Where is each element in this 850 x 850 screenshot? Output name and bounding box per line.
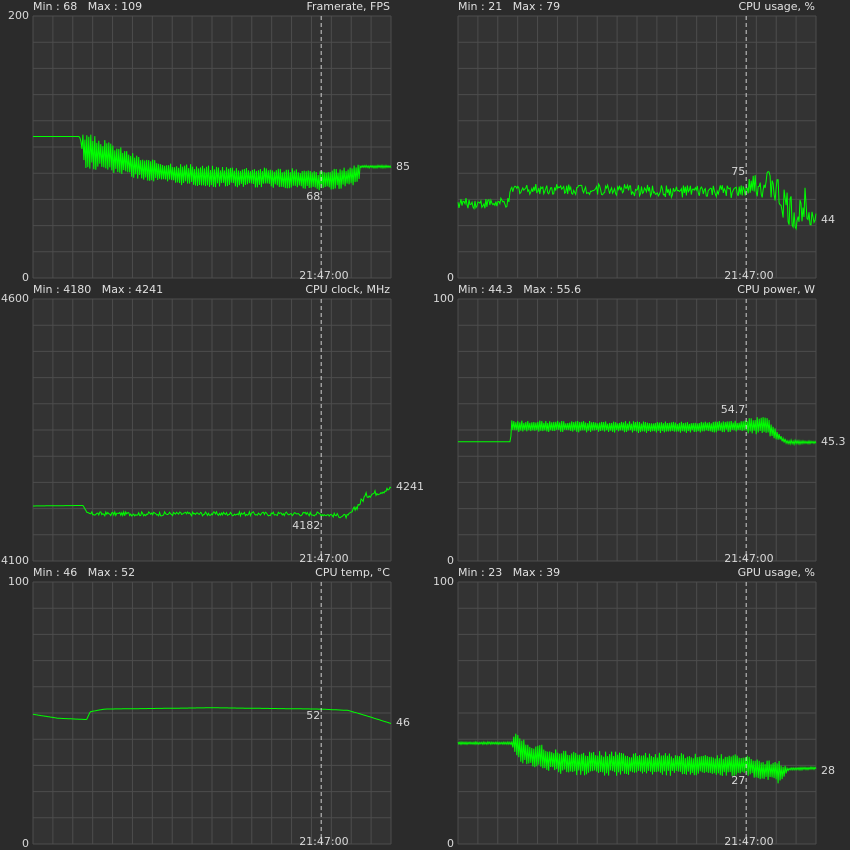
series-line [33,486,392,520]
current-value-label: 28 [821,763,835,777]
series-line [33,134,392,191]
y-axis-max-label: 100 [433,575,454,588]
time-marker-label: 21:47:00 [299,269,349,282]
graph-min-max: Min : 68 Max : 109 [33,0,142,14]
graph-plot [32,581,392,845]
graph-plot [32,15,392,279]
graph-min-max: Min : 46 Max : 52 [33,566,135,580]
graph-header-gap [513,283,524,296]
graph-panel: Min : 4180 Max : 4241 CPU clock, MHz 4600 4… [0,283,425,567]
graph-title: CPU temp, °C [315,566,390,579]
marker-value-label: 75 [731,164,746,178]
graph-panel: Min : 21 Max : 79 CPU usage, % 0 21:47:00 75… [425,0,850,284]
y-axis-max-label: 100 [8,575,29,588]
y-axis-min-label: 0 [447,271,454,284]
graph-plot [32,298,392,562]
current-value-label: 45.3 [821,435,846,449]
graph-plot [457,581,817,845]
graph-max-label: Max : 109 [87,0,143,13]
marker-value-label: 27 [731,774,746,788]
marker-value-label: 52 [306,708,321,722]
graph-min-max: Min : 4180 Max : 4241 [33,283,163,297]
y-axis-min-label: 0 [447,837,454,850]
y-axis-min-label: 0 [447,554,454,567]
graph-min-label: Min : 4180 [33,283,92,296]
series-line [458,417,817,447]
y-axis-min-label: 0 [22,837,29,850]
graph-header-gap [77,0,88,13]
marker-value-label: 68 [306,189,321,203]
graph-min-label: Min : 21 [458,0,503,13]
current-value-label: 4241 [396,480,424,494]
time-marker-label: 21:47:00 [299,835,349,848]
graph-plot [457,15,817,279]
graph-header-gap [502,566,513,579]
series-line [457,171,817,231]
graph-title: GPU usage, % [737,566,815,579]
time-marker-label: 21:47:00 [299,552,349,565]
y-axis-min-label: 4100 [1,554,29,567]
graph-min-max: Min : 23 Max : 39 [458,566,560,580]
graph-min-max: Min : 44.3 Max : 55.6 [458,283,581,297]
y-axis-max-label: 100 [433,292,454,305]
marker-value-label: 54.7 [720,402,746,416]
time-marker-label: 21:47:00 [724,552,774,565]
current-value-label: 46 [396,716,410,730]
time-marker-label: 21:47:00 [724,835,774,848]
graph-title: CPU clock, MHz [305,283,390,296]
graph-header-gap [77,566,88,579]
series-line [32,707,392,724]
graph-header-gap [502,0,513,13]
graph-min-label: Min : 44.3 [458,283,513,296]
graph-max-label: Max : 55.6 [523,283,582,296]
graph-title: Framerate, FPS [306,0,390,13]
graph-min-label: Min : 23 [458,566,503,579]
graph-title: CPU power, W [737,283,815,296]
graph-min-max: Min : 21 Max : 79 [458,0,560,14]
graph-max-label: Max : 4241 [101,283,164,296]
current-value-label: 85 [396,159,410,173]
graph-plot [457,298,817,562]
graph-min-label: Min : 68 [33,0,78,13]
marker-value-label: 4182 [292,519,321,533]
graph-panel: Min : 46 Max : 52 CPU temp, °C 100 0 21:47:0… [0,566,425,850]
time-marker-label: 21:47:00 [724,269,774,282]
current-value-label: 44 [821,213,835,227]
graph-header-gap [91,283,102,296]
y-axis-min-label: 0 [22,271,29,284]
graph-max-label: Max : 39 [512,566,561,579]
graph-panel: Min : 44.3 Max : 55.6 CPU power, W 100 0 21:… [425,283,850,567]
graph-max-label: Max : 52 [87,566,136,579]
graph-min-label: Min : 46 [33,566,78,579]
y-axis-max-label: 4600 [1,292,29,305]
series-line [457,733,817,784]
y-axis-max-label: 200 [8,9,29,22]
graph-panel: Min : 23 Max : 39 GPU usage, % 100 0 21:47:0… [425,566,850,850]
graph-title: CPU usage, % [738,0,815,13]
graph-max-label: Max : 79 [512,0,561,13]
graph-panel: Min : 68 Max : 109 Framerate, FPS 200 0 21:4… [0,0,425,284]
